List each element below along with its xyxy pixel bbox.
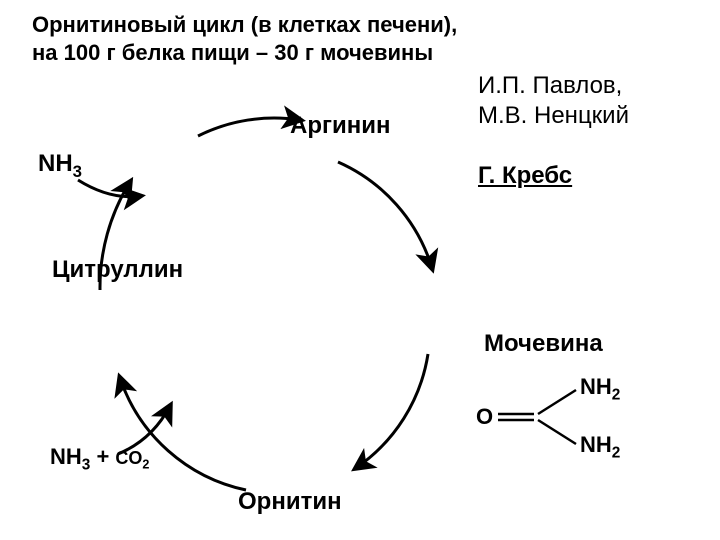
- arc-urea-to-orn: [356, 354, 428, 468]
- arc-arg-to-urea: [338, 162, 432, 268]
- slide-stage: Орнитиновый цикл (в клетках печени), на …: [0, 0, 720, 540]
- arc-top-to-arg: [198, 118, 300, 136]
- arc-orn-to-cit: [120, 378, 246, 490]
- cycle-arrows-icon: [0, 0, 720, 540]
- arc-cit-to-top: [100, 182, 130, 290]
